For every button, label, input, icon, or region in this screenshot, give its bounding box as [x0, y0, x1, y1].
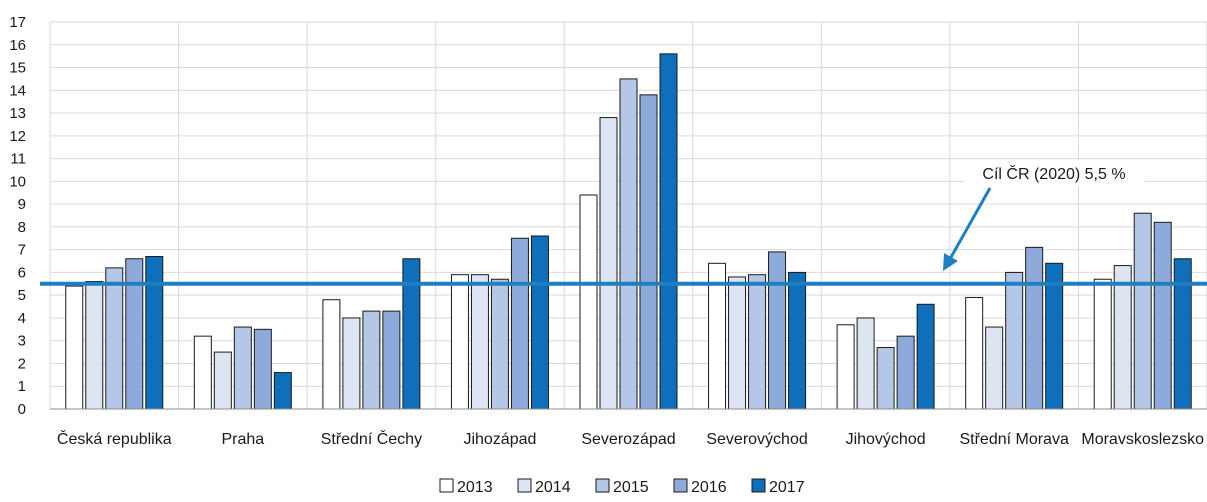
legend-label: 2015 [613, 479, 649, 496]
y-tick-label: 12 [9, 128, 26, 145]
legend-swatch [439, 478, 454, 493]
y-tick-label: 1 [18, 378, 26, 395]
legend-label: 2017 [769, 479, 805, 496]
bar-2013 [193, 335, 212, 410]
bar-2013 [322, 299, 341, 410]
legend: 2013 2014 2015 2016 2017 [439, 478, 805, 496]
y-tick-label: 9 [18, 196, 26, 213]
bar-2013 [965, 296, 984, 410]
bar-2013 [579, 194, 598, 410]
bar-2015 [233, 326, 252, 410]
bar-2017 [916, 303, 935, 410]
category-label: Severozápad [581, 431, 675, 448]
bar-2017 [145, 255, 164, 410]
category-label: Severovýchod [706, 431, 807, 448]
bar-2014 [728, 276, 747, 410]
y-tick-label: 2 [18, 355, 26, 372]
bar-2016 [1025, 246, 1044, 410]
bar-2015 [490, 278, 509, 410]
bar-2014 [213, 351, 232, 410]
category-label: Střední Morava [959, 431, 1068, 448]
bar-2013 [1093, 278, 1112, 410]
y-tick-label: 5 [18, 287, 26, 304]
y-tick-label: 14 [9, 82, 26, 99]
bar-2014 [85, 281, 104, 410]
y-tick-label: 10 [9, 173, 26, 190]
bar-2015 [619, 78, 638, 410]
y-tick-label: 13 [9, 105, 26, 122]
legend-swatch [595, 478, 610, 493]
bar-2017 [788, 271, 807, 410]
legend-label: 2013 [457, 479, 493, 496]
bar-2016 [125, 258, 144, 410]
legend-swatch [751, 478, 766, 493]
category-label: Střední Čechy [321, 429, 422, 448]
bar-2017 [402, 258, 421, 410]
x-axis-category-labels: Česká republika Praha Střední Čechy Jihozáp… [57, 429, 1204, 448]
bar-2014 [856, 317, 875, 410]
bar-2013 [836, 324, 855, 410]
bar-2016 [639, 94, 658, 410]
y-tick-label: 4 [18, 310, 26, 327]
y-tick-label: 7 [18, 242, 26, 259]
legend-label: 2014 [535, 479, 571, 496]
bar-series [65, 53, 1192, 410]
bar-2016 [1153, 221, 1172, 410]
y-tick-label: 8 [18, 219, 26, 236]
y-tick-label: 15 [9, 60, 26, 77]
bar-2013 [450, 274, 469, 410]
bar-2015 [876, 347, 895, 410]
bar-2017 [273, 372, 292, 410]
bar-2016 [768, 251, 787, 410]
bar-2015 [748, 274, 767, 410]
bar-2016 [896, 335, 915, 410]
bar-2015 [362, 310, 381, 410]
annotation-label: Cíl ČR (2020) 5,5 % [982, 164, 1125, 183]
y-tick-label: 16 [9, 37, 26, 54]
bar-2014 [470, 274, 489, 410]
legend-swatch [673, 478, 688, 493]
bar-2017 [530, 235, 549, 410]
legend-swatch [517, 478, 532, 493]
bar-2016 [253, 328, 272, 410]
category-label: Jihozápad [463, 431, 536, 448]
y-tick-label: 17 [9, 14, 26, 31]
category-label: Česká republika [57, 429, 172, 448]
bar-2015 [1133, 212, 1152, 410]
legend-label: 2016 [691, 479, 727, 496]
category-label: Praha [221, 431, 264, 448]
annotation-arrow-head-icon [943, 253, 958, 271]
bar-2014 [985, 326, 1004, 410]
y-tick-label: 3 [18, 333, 26, 350]
y-tick-label: 11 [10, 151, 26, 168]
bar-2014 [1113, 265, 1132, 410]
y-tick-label: 0 [18, 401, 26, 418]
bar-2013 [65, 285, 84, 410]
bar-2015 [105, 267, 124, 410]
bar-2014 [342, 317, 361, 410]
bar-2015 [1005, 271, 1024, 410]
annotation-background [965, 160, 1145, 186]
bar-2016 [510, 237, 529, 410]
target-annotation: Cíl ČR (2020) 5,5 % [943, 160, 1145, 271]
bar-2017 [659, 53, 678, 410]
bar-2014 [599, 117, 618, 410]
bar-2016 [382, 310, 401, 410]
category-label: Moravskoslezsko [1081, 431, 1204, 448]
bar-2017 [1173, 258, 1192, 410]
annotation-arrow [948, 187, 992, 260]
y-tick-label: 6 [18, 264, 26, 281]
category-label: Jihovýchod [846, 431, 926, 448]
